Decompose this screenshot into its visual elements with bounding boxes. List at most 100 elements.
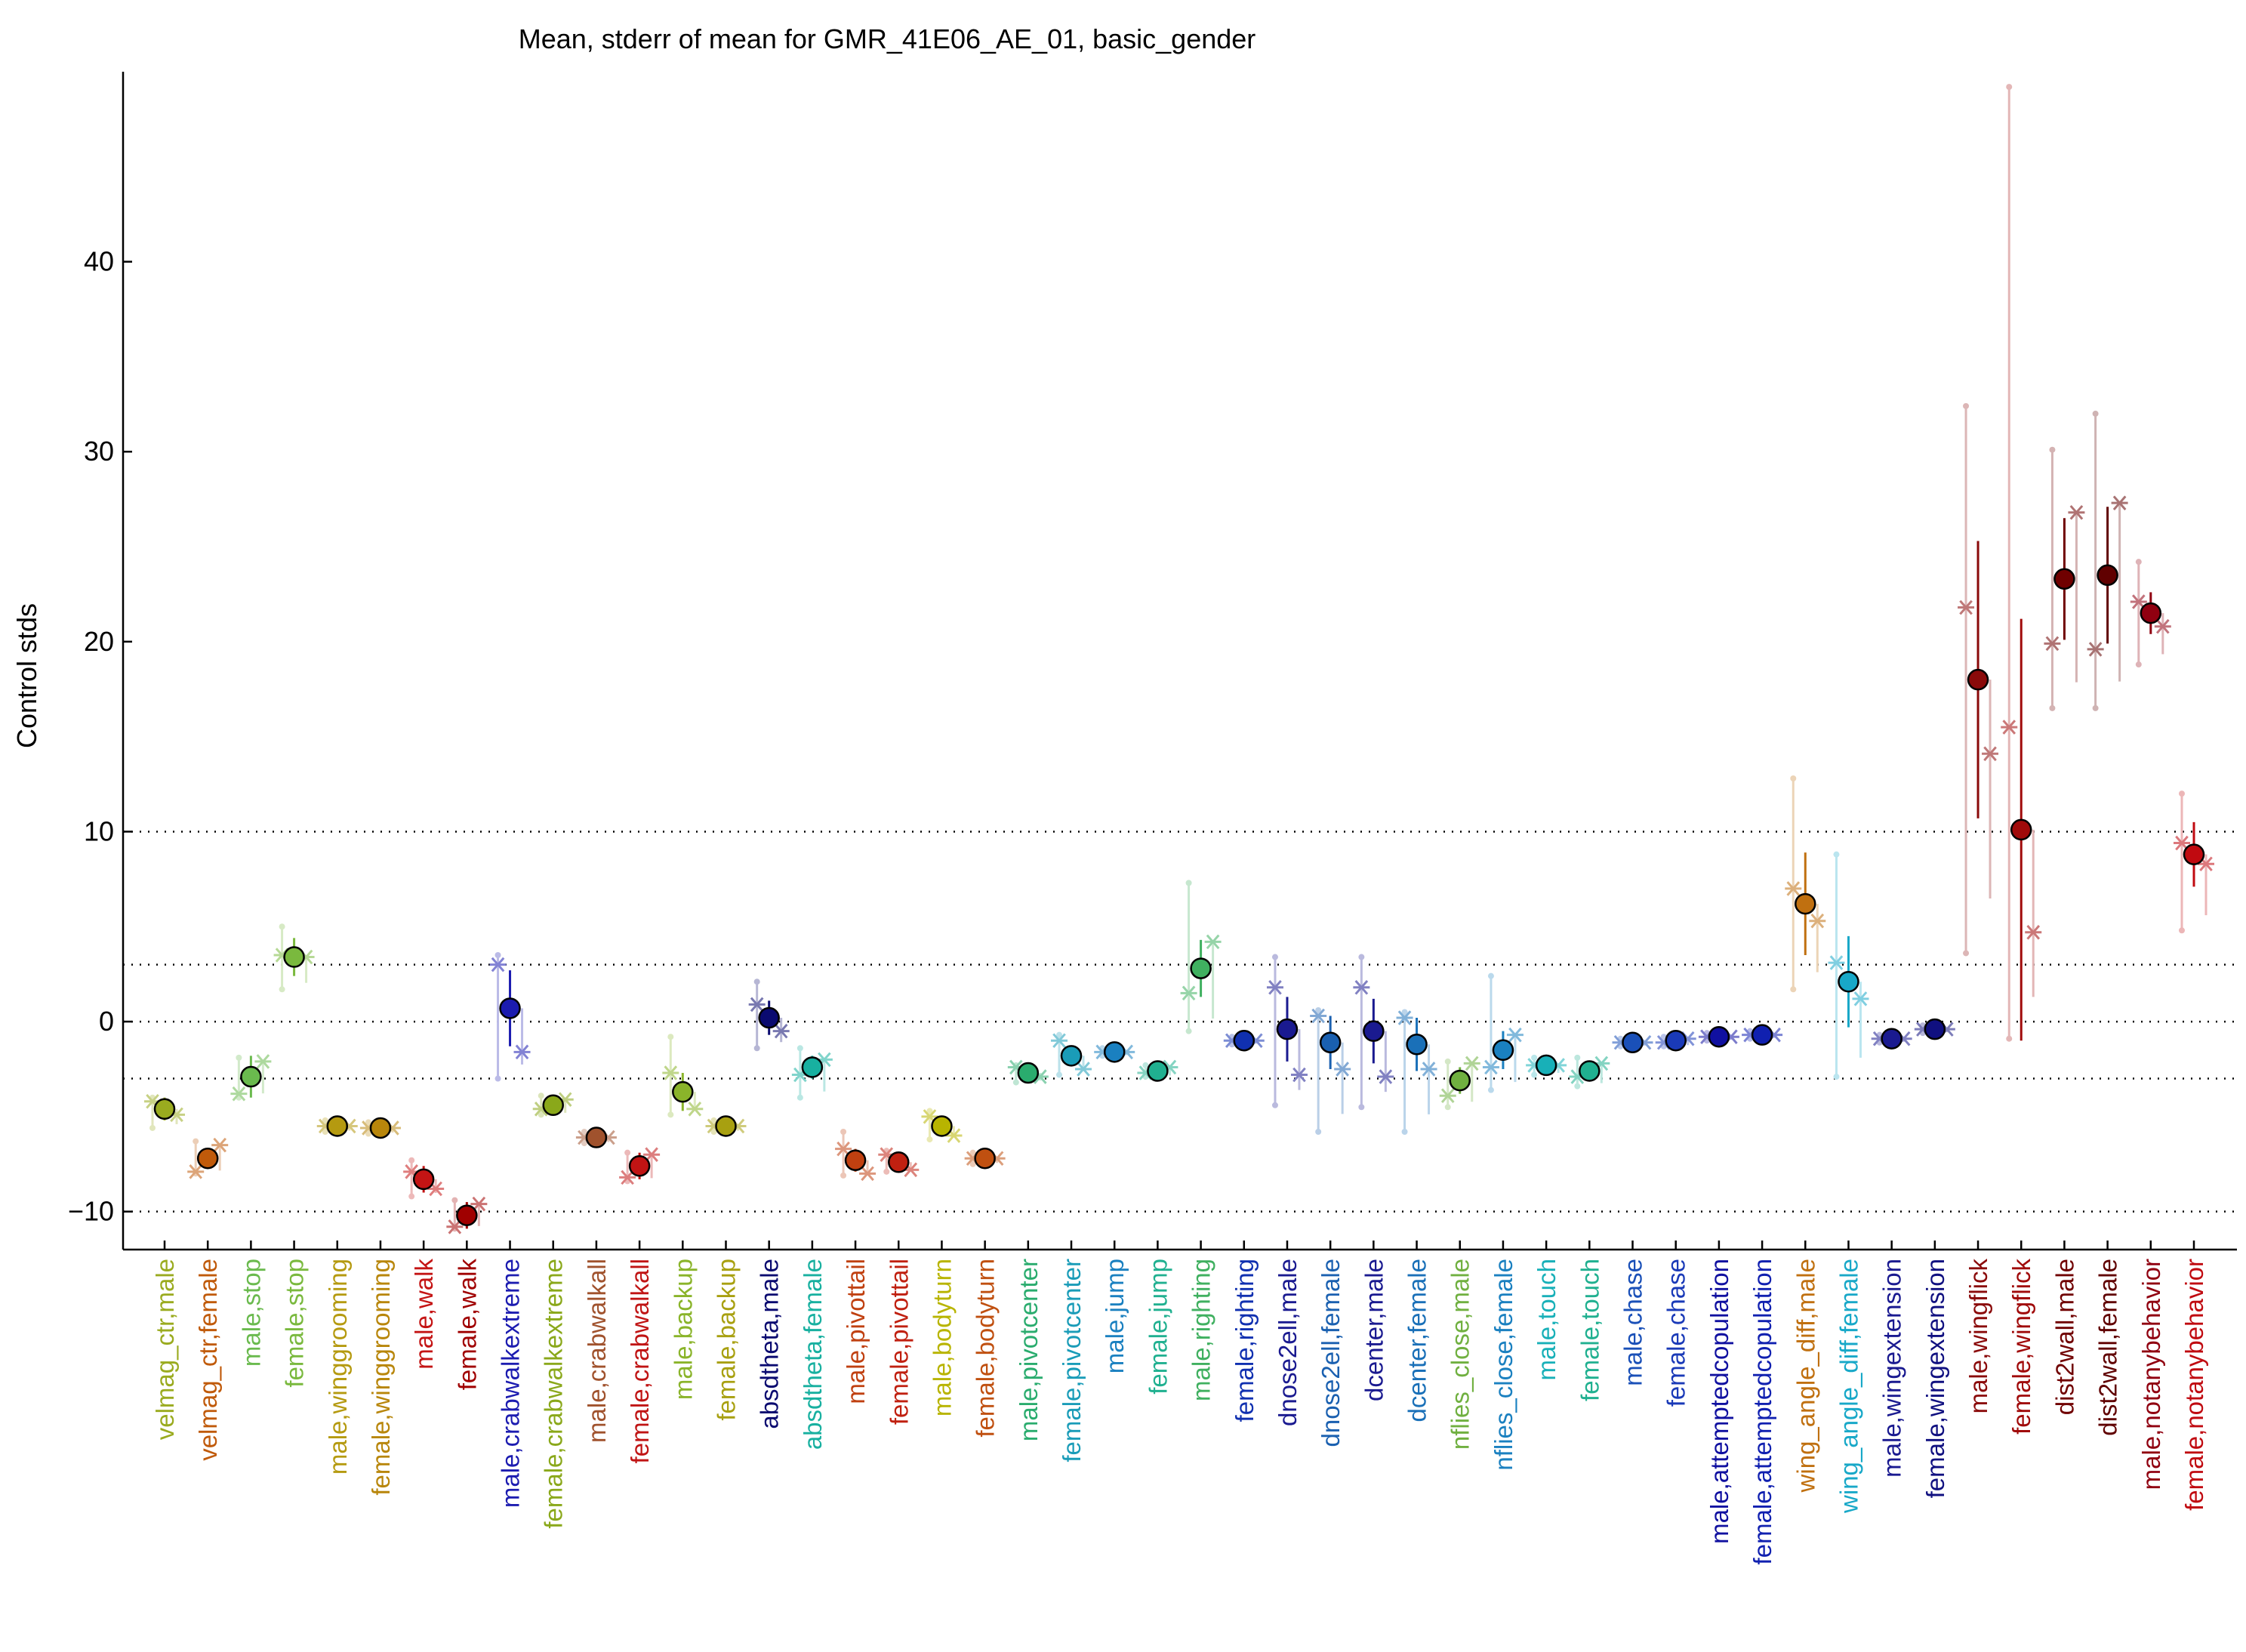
x-axis-ticks: velmag_ctr,male velmag_ctr,female male,sto… [151,1241,2208,1564]
experiment-star [2087,642,2104,657]
x-tick-label: dcenter,female [1403,1259,1431,1422]
x-tick-label: female,winggrooming [367,1259,395,1496]
experiment-star [1506,1027,1524,1043]
x-tick-label: male,wingflick [1964,1259,1992,1414]
mean-marker [1795,892,1816,915]
x-tick-label: nflies_close,male [1446,1259,1474,1450]
experiment-dot [236,1054,242,1061]
experiment-star [2044,636,2061,652]
mean-marker [1622,1031,1644,1053]
x-tick-label: female,stop [281,1259,309,1388]
experiment-star [1334,1062,1351,1077]
experiment-dot [1531,1054,1538,1061]
experiment-star [513,1044,531,1060]
data-point-group [964,1147,1006,1170]
data-point-group [2130,559,2171,668]
chart-title: Mean, stderr of mean for GMR_41E06_AE_01… [519,23,1256,54]
x-tick-label: wing_angle_diff,male [1792,1259,1819,1493]
x-tick-label: male,touch [1533,1259,1560,1380]
experiment-dot [796,1045,803,1052]
experiment-dot [1833,851,1840,858]
mean-marker [1492,1039,1514,1062]
mean-marker [1276,1018,1299,1040]
mean-marker [542,1094,564,1117]
data-marks [144,84,2214,1234]
mean-marker [1147,1060,1169,1082]
experiment-star [2001,720,2018,735]
x-tick-label: female,walk [453,1259,481,1391]
mean-marker [1017,1062,1040,1084]
mean-marker [2097,564,2118,587]
y-tick-label: 0 [99,1006,114,1037]
x-tick-label: female,righting [1231,1259,1259,1422]
x-tick-label: male,crabwalkextreme [497,1259,525,1508]
experiment-dot [408,1193,415,1200]
experiment-star [2174,835,2190,851]
data-point-group [1785,775,1826,993]
mean-marker [196,1147,219,1170]
data-point-group [1612,1031,1653,1053]
experiment-dot [840,1129,847,1135]
experiment-star [2130,594,2147,609]
experiment-star [1809,913,1826,929]
mean-marker [2140,602,2162,624]
experiment-star [2025,925,2042,940]
x-tick-label: dist2wall,female [2094,1259,2122,1436]
experiment-dot [1963,402,1970,409]
experiment-star [470,1196,488,1212]
mean-marker [1406,1034,1428,1056]
data-point-group [1310,1006,1351,1135]
data-point-group [1655,1029,1696,1052]
mean-marker [1190,957,1212,979]
data-point-group [2174,791,2214,934]
experiment-dot [1056,1031,1063,1038]
experiment-star [1420,1062,1437,1077]
y-tick-label: 10 [84,815,114,846]
experiment-star [1353,979,1370,995]
experiment-star [230,1086,248,1102]
data-point-group [403,1157,445,1200]
experiment-dot [2092,704,2099,711]
experiment-dot [969,1149,976,1156]
experiment-star [1482,1059,1499,1075]
mean-marker [931,1115,953,1137]
data-point-group [835,1129,877,1182]
experiment-star [1982,746,1999,762]
experiment-dot [710,1117,717,1123]
experiment-star [859,1166,877,1182]
experiment-dot [1790,986,1797,993]
data-point-group [705,1115,747,1137]
data-point-group [1094,1041,1135,1063]
data-point-group [1828,851,1869,1080]
experiment-dot [279,923,285,930]
mean-marker [1319,1031,1342,1053]
experiment-star [1310,1008,1327,1024]
mean-marker [412,1168,435,1191]
experiment-dot [2006,1035,2013,1042]
experiment-dot [1660,1034,1667,1040]
mean-marker [1967,668,1989,691]
experiment-dot [2049,446,2056,453]
x-tick-label: female,crabwalkall [626,1259,654,1463]
x-tick-label: female,pivotcenter [1058,1259,1086,1462]
experiment-star [1463,1056,1480,1071]
experiment-star [1439,1088,1456,1103]
experiment-dot [193,1138,199,1145]
x-tick-label: velmag_ctr,female [194,1259,222,1461]
mean-marker [1838,970,1859,993]
mean-marker [456,1204,478,1226]
experiment-dot [538,1111,544,1118]
experiment-dot [538,1093,544,1099]
experiment-dot [1358,954,1365,960]
mean-marker [369,1117,392,1139]
mean-marker [628,1155,651,1177]
mean-marker [585,1127,608,1148]
x-tick-label: male,walk [410,1259,438,1370]
experiment-dot [149,1124,156,1131]
x-tick-label: male,bodyturn [928,1259,956,1416]
experiment-star [1785,881,1802,896]
experiment-dot [365,1130,371,1137]
mean-marker [1708,1025,1730,1048]
experiment-dot [1487,1086,1494,1093]
